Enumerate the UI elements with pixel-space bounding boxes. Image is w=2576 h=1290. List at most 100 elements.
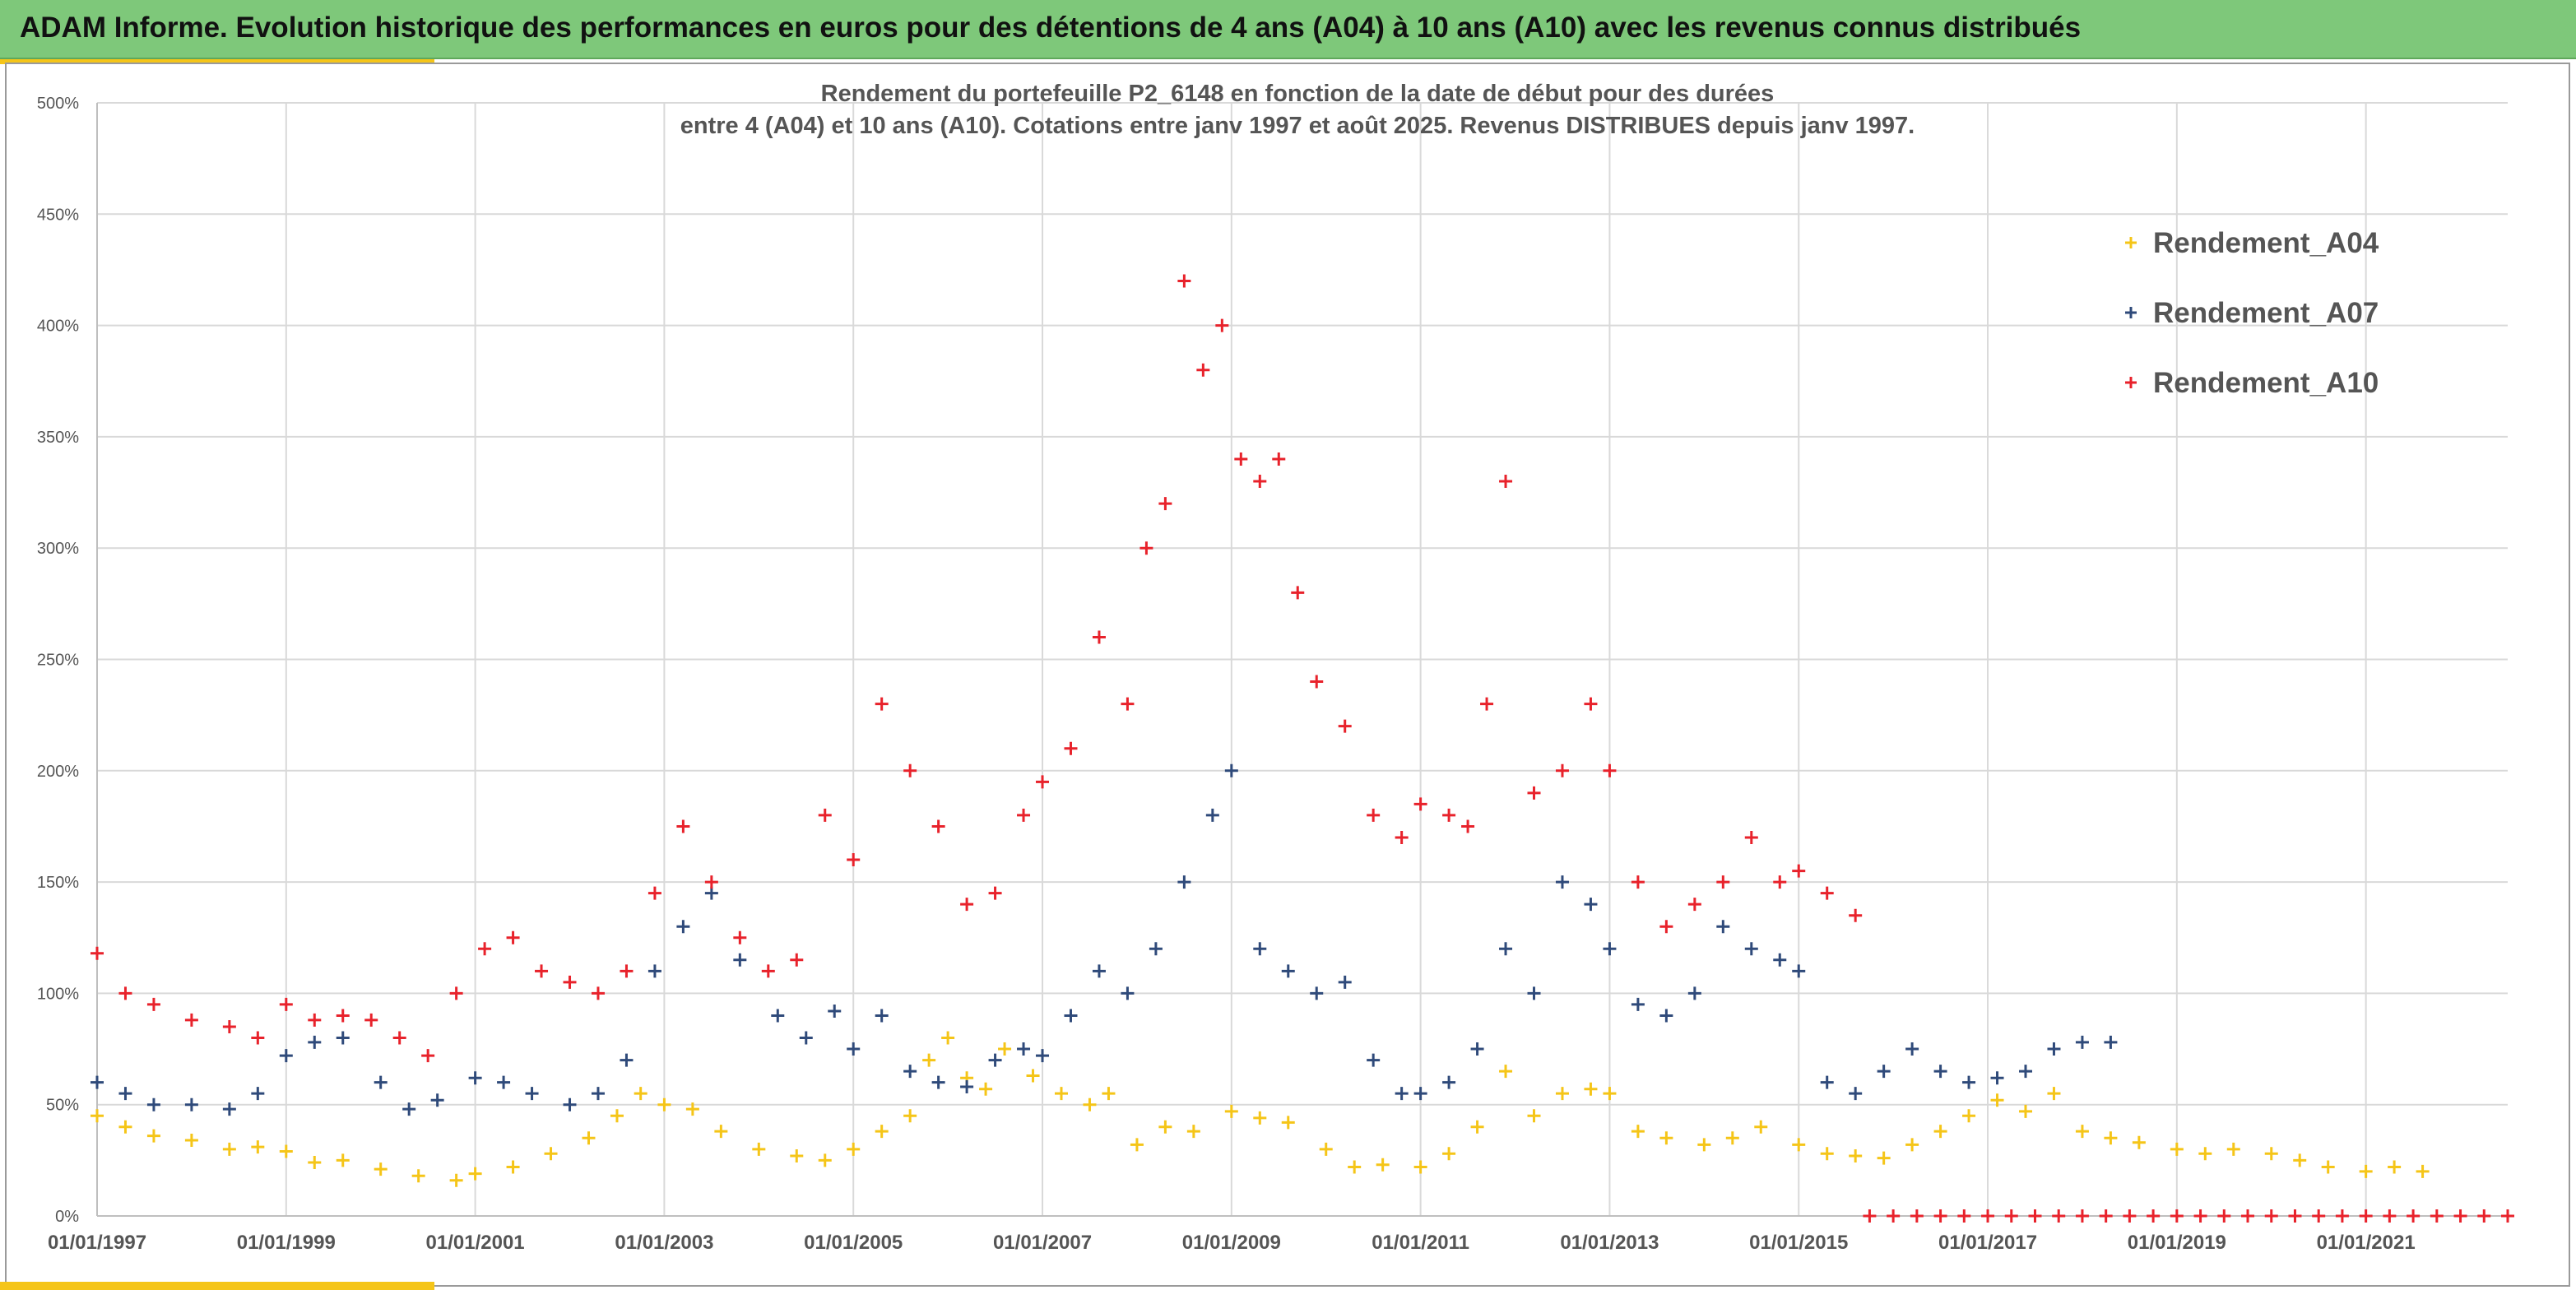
data-point	[2335, 1209, 2349, 1223]
data-point	[2312, 1209, 2326, 1223]
data-point	[1348, 1160, 1362, 1174]
data-point	[1499, 1065, 1513, 1079]
data-point	[1413, 1160, 1427, 1174]
x-tick-label: 01/01/2021	[2317, 1232, 2416, 1254]
data-point	[685, 1102, 699, 1116]
series-Rendement_A07	[91, 763, 2118, 1116]
data-point	[1697, 1138, 1711, 1152]
data-point	[336, 1031, 350, 1045]
data-point	[1820, 1075, 1834, 1089]
data-point	[818, 1153, 832, 1167]
data-point	[1470, 1042, 1484, 1056]
data-point	[2132, 1135, 2146, 1149]
x-tick-labels: 01/01/1997 01/01/1999 01/01/2001 01/01/2003…	[48, 1232, 2416, 1254]
data-point	[988, 886, 1002, 900]
data-point	[1281, 1116, 1295, 1130]
data-point	[1659, 920, 1673, 934]
data-point	[1773, 875, 1787, 889]
data-point	[1754, 1120, 1768, 1134]
data-point	[2052, 1209, 2066, 1223]
data-point	[2501, 1209, 2514, 1223]
data-point	[1725, 1131, 1739, 1145]
data-point	[1121, 697, 1135, 711]
data-point	[1820, 886, 1834, 900]
data-point	[2047, 1087, 2061, 1101]
data-point	[1792, 964, 1806, 978]
data-point	[1092, 964, 1106, 978]
data-point	[1177, 875, 1191, 889]
data-point	[1910, 1209, 1924, 1223]
data-point	[1933, 1065, 1947, 1079]
data-point	[1215, 318, 1229, 332]
data-point	[525, 1087, 539, 1101]
series-Rendement_A10	[91, 274, 1863, 1063]
data-point	[1413, 797, 1427, 811]
data-point	[1603, 1087, 1617, 1101]
y-tick-label: 500%	[37, 95, 79, 113]
data-point	[1631, 875, 1645, 889]
data-point	[998, 1042, 1012, 1056]
data-point	[2288, 1209, 2302, 1223]
data-point	[1158, 497, 1172, 511]
data-point	[704, 886, 718, 900]
data-point	[2075, 1035, 2089, 1049]
data-point	[1957, 1209, 1971, 1223]
data-point	[1130, 1138, 1144, 1152]
data-series	[91, 274, 2514, 1223]
data-point	[903, 1109, 917, 1123]
data-point	[634, 1087, 647, 1101]
data-point	[1186, 1125, 1200, 1139]
data-point	[960, 1080, 974, 1094]
data-point	[251, 1031, 265, 1045]
y-tick-label: 200%	[37, 763, 79, 781]
data-point	[1659, 1131, 1673, 1145]
data-point	[222, 1142, 236, 1156]
data-point	[118, 986, 132, 1000]
data-point	[1234, 452, 1248, 466]
data-point	[1205, 808, 1219, 822]
data-point	[591, 986, 605, 1000]
data-point	[2293, 1153, 2307, 1167]
x-tick-label: 01/01/2009	[1182, 1232, 1281, 1254]
legend-marker	[2125, 237, 2137, 248]
data-point	[591, 1087, 605, 1101]
data-point	[1017, 1042, 1031, 1056]
series-baseline	[1863, 1209, 2514, 1223]
data-point	[449, 986, 463, 1000]
data-point	[1773, 953, 1787, 967]
x-tick-label: 01/01/2011	[1372, 1232, 1469, 1254]
data-point	[1395, 830, 1409, 844]
y-tick-label: 100%	[37, 985, 79, 1003]
data-point	[2416, 1164, 2430, 1178]
data-point	[2264, 1209, 2278, 1223]
data-point	[922, 1053, 936, 1067]
data-point	[733, 953, 747, 967]
data-point	[146, 997, 160, 1011]
data-point	[1933, 1125, 1947, 1139]
data-point	[1442, 1075, 1456, 1089]
data-point	[421, 1049, 435, 1063]
data-point	[2047, 1042, 2061, 1056]
data-point	[979, 1082, 993, 1096]
data-point	[1744, 942, 1758, 956]
data-point	[790, 953, 804, 967]
data-point	[2407, 1209, 2421, 1223]
data-point	[714, 1125, 728, 1139]
legend: Rendement_A04 Rendement_A07 Rendement_A10	[2125, 227, 2379, 399]
data-point	[704, 875, 718, 889]
data-point	[184, 1134, 198, 1147]
data-point	[2198, 1147, 2212, 1161]
data-point	[2075, 1125, 2089, 1139]
data-point	[1196, 363, 1210, 377]
data-point	[582, 1131, 596, 1145]
data-point	[1319, 1142, 1333, 1156]
data-point	[847, 853, 861, 867]
data-point	[2388, 1160, 2402, 1174]
data-point	[1092, 630, 1106, 644]
data-point	[1555, 763, 1569, 777]
y-tick-label: 0%	[55, 1208, 79, 1226]
x-tick-label: 01/01/2005	[804, 1232, 903, 1254]
data-point	[2004, 1209, 2018, 1223]
data-point	[1017, 808, 1031, 822]
